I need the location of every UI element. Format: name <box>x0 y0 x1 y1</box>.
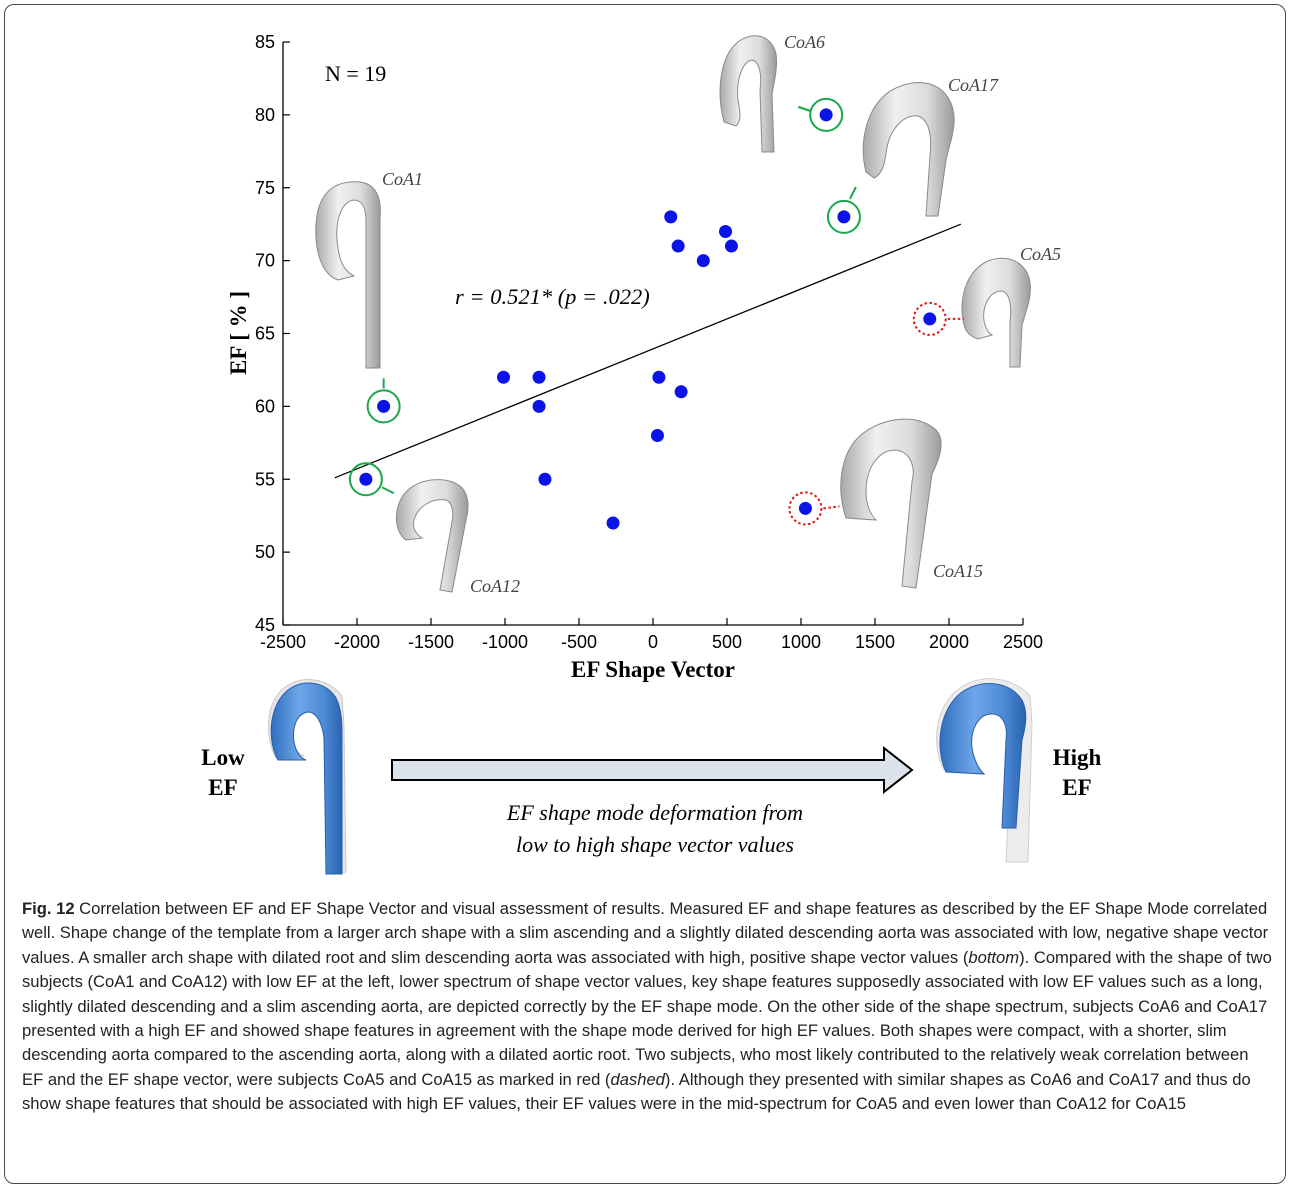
x-tick-label: 500 <box>712 632 742 652</box>
aorta-image-coa17 <box>862 82 955 217</box>
trendline-group <box>334 223 962 479</box>
deformation-arrow <box>391 745 914 795</box>
data-point-13 <box>719 224 733 238</box>
highlight-circle-coa6 <box>809 97 844 132</box>
data-point-12 <box>696 254 710 268</box>
y-tick-label: 70 <box>255 251 275 271</box>
data-point-1 <box>377 399 391 413</box>
caption-segment: ). Compared with the shape of two subjec… <box>22 947 1272 1089</box>
plot-axes: -2500 -2000 -1500 -1000 -500 0 500 1000 1500 2000… <box>255 32 1043 652</box>
high-ef-label-line2: EF <box>1062 775 1091 800</box>
data-point-17 <box>837 210 851 224</box>
annotation-n: N = 19 <box>325 61 386 86</box>
data-points <box>359 108 937 530</box>
data-point-3 <box>532 370 546 384</box>
annotation-r: r = 0.521* (p = .022) <box>455 284 650 309</box>
highlight-label: CoA5 <box>1020 244 1061 264</box>
y-tick-label: 45 <box>255 615 275 635</box>
y-tick-label: 55 <box>255 469 275 489</box>
low-ef-label-line1: Low <box>201 745 245 770</box>
aorta-image-coa12 <box>396 479 469 593</box>
x-tick-label: 0 <box>648 632 658 652</box>
aorta-image-coa1 <box>315 181 381 369</box>
highlight-label: CoA17 <box>948 75 999 95</box>
data-point-9 <box>664 210 678 224</box>
highlight-label: CoA1 <box>382 169 423 189</box>
x-tick-label: -2500 <box>260 632 306 652</box>
x-tick-label: -2000 <box>334 632 380 652</box>
highlight-circle-coa17 <box>826 199 861 234</box>
y-ticks: 45 50 55 60 65 70 75 80 85 <box>255 32 290 635</box>
arrow-caption-line2: low to high shape vector values <box>516 832 794 857</box>
low-ef-shape-image <box>267 679 347 875</box>
data-point-16 <box>819 108 833 122</box>
highlight-connector <box>381 486 395 495</box>
data-point-11 <box>674 385 688 399</box>
data-point-8 <box>652 370 666 384</box>
data-point-6 <box>606 516 620 530</box>
highlight-connector <box>849 186 857 200</box>
caption-segment: dashed <box>610 1069 665 1089</box>
x-tick-label: 2500 <box>1003 632 1043 652</box>
y-axis-label: EF [ % ] <box>226 291 251 375</box>
x-axis-label: EF Shape Vector <box>571 657 735 682</box>
y-tick-label: 65 <box>255 324 275 344</box>
data-point-2 <box>497 370 511 384</box>
data-point-18 <box>923 312 937 326</box>
x-tick-label: 1000 <box>781 632 821 652</box>
figure-caption: Fig. 12 Correlation between EF and EF Sh… <box>22 897 1272 1117</box>
highlight-connector <box>823 505 840 510</box>
x-tick-label: -500 <box>561 632 597 652</box>
y-tick-label: 75 <box>255 178 275 198</box>
regression-line <box>334 223 962 479</box>
x-tick-label: 1500 <box>855 632 895 652</box>
highlight-group <box>348 97 964 526</box>
data-point-7 <box>650 429 664 443</box>
figure-number: Fig. 12 <box>22 899 75 918</box>
y-tick-label: 50 <box>255 542 275 562</box>
x-ticks: -2500 -2000 -1500 -1000 -500 0 500 1000 1500 2000… <box>260 618 1043 652</box>
highlight-label: CoA12 <box>470 576 520 596</box>
highlight-connector <box>797 105 811 112</box>
aorta-image-coa15 <box>840 418 942 589</box>
low-ef-label-line2: EF <box>208 775 237 800</box>
high-ef-label-line1: High <box>1053 745 1102 770</box>
arrow-caption-line1: EF shape mode deformation from <box>506 800 803 825</box>
highlight-labels: CoA1 CoA12 CoA6 CoA17 CoA5 CoA15 <box>382 32 1061 596</box>
data-point-15 <box>798 501 812 515</box>
aorta-image-coa6 <box>719 35 777 153</box>
y-tick-label: 80 <box>255 105 275 125</box>
data-point-10 <box>671 239 685 253</box>
x-tick-label: 2000 <box>929 632 969 652</box>
highlight-circle-coa1 <box>366 389 401 424</box>
aorta-image-coa5 <box>961 257 1031 368</box>
highlight-circle-coa12 <box>348 462 383 497</box>
caption-segment: ). Although they presented with similar … <box>22 1069 1251 1114</box>
data-point-0 <box>359 472 373 486</box>
data-point-14 <box>724 239 738 253</box>
caption-segment: bottom <box>968 947 1020 967</box>
figure-panel: -2500 -2000 -1500 -1000 -500 0 500 1000 1500 2000… <box>201 32 1102 875</box>
high-ef-shape-image <box>936 678 1033 863</box>
x-tick-label: -1000 <box>482 632 528 652</box>
caption-segment: Correlation between EF and EF Shape Vect… <box>22 899 1269 967</box>
y-tick-label: 60 <box>255 396 275 416</box>
data-point-4 <box>532 399 546 413</box>
highlight-label: CoA15 <box>933 561 983 581</box>
caption-body: Correlation between EF and EF Shape Vect… <box>22 899 1272 1113</box>
data-point-5 <box>538 472 552 486</box>
figure-frame <box>4 4 1286 1184</box>
y-tick-label: 85 <box>255 32 275 52</box>
x-tick-label: -1500 <box>408 632 454 652</box>
highlight-label: CoA6 <box>784 32 825 52</box>
highlight-circle-coa5 <box>912 301 947 336</box>
